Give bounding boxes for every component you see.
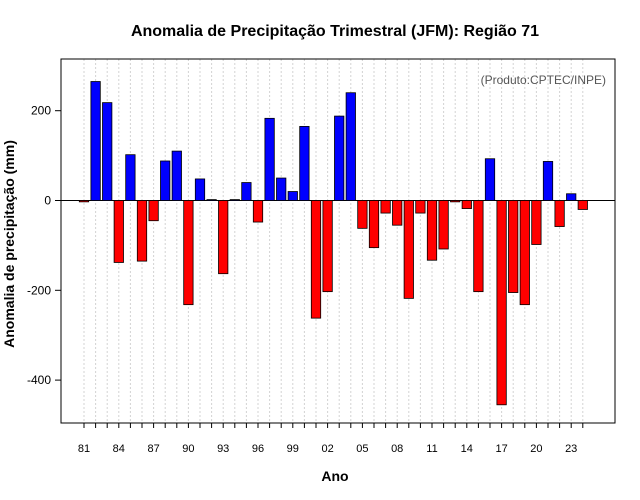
x-axis-title: Ano — [321, 468, 348, 484]
bar-89 — [171, 150, 182, 201]
bar-84 — [113, 200, 124, 263]
x-tick-label-02: 02 — [321, 443, 333, 455]
bar-17 — [496, 200, 507, 406]
x-tick-label-87: 87 — [147, 443, 159, 455]
grid-lines — [83, 59, 584, 423]
bar-15 — [473, 200, 484, 293]
bar-02 — [322, 200, 333, 293]
bar-08 — [392, 200, 403, 226]
bar-14 — [461, 200, 472, 209]
bar-18 — [508, 200, 519, 293]
bar-24 — [577, 200, 588, 210]
bar-04 — [345, 92, 356, 201]
x-tick-label-81: 81 — [78, 443, 90, 455]
bar-83 — [102, 102, 113, 201]
x-tick-label-17: 17 — [495, 443, 507, 455]
bar-90 — [183, 200, 194, 306]
y-axis-title: Anomalia de precipitação (mm) — [1, 140, 17, 348]
source-annotation: (Produto:CPTEC/INPE) — [481, 73, 606, 87]
bar-98 — [276, 177, 287, 201]
bars — [78, 81, 588, 406]
bar-92 — [206, 199, 217, 201]
bar-81 — [78, 200, 90, 203]
bar-19 — [519, 200, 530, 306]
bar-00 — [299, 126, 310, 201]
x-tick-label-93: 93 — [217, 443, 229, 455]
bar-22 — [554, 200, 565, 227]
x-tick-label-96: 96 — [252, 443, 264, 455]
y-tick-label--200: -200 — [27, 283, 51, 297]
x-axis: 81 84 87 90 93 96 99 02 05 08 11 14 17 20 23 — [78, 423, 584, 455]
bar-96 — [252, 200, 264, 223]
bar-20 — [531, 200, 542, 245]
x-tick-label-08: 08 — [391, 443, 403, 455]
bar-88 — [160, 160, 171, 201]
bar-85 — [125, 154, 136, 201]
x-tick-label-84: 84 — [113, 443, 125, 455]
bar-87 — [148, 200, 159, 222]
bar-13 — [450, 200, 461, 203]
bar-94 — [229, 199, 240, 201]
bar-82 — [90, 81, 101, 201]
bar-09 — [403, 200, 414, 299]
x-tick-label-14: 14 — [461, 443, 473, 455]
bar-12 — [438, 200, 449, 250]
x-tick-label-90: 90 — [182, 443, 194, 455]
bar-21 — [542, 161, 554, 201]
plot-area — [60, 58, 616, 424]
x-tick-label-99: 99 — [287, 443, 299, 455]
x-tick-label-11: 11 — [426, 443, 437, 455]
bar-97 — [264, 117, 275, 201]
bar-99 — [287, 191, 298, 201]
chart-title: Anomalia de Precipitação Trimestral (JFM… — [131, 23, 539, 40]
x-tick-label-20: 20 — [530, 443, 542, 455]
bar-86 — [136, 200, 148, 262]
bar-11 — [426, 200, 438, 261]
bar-93 — [218, 200, 229, 275]
x-tick-label-05: 05 — [356, 443, 368, 455]
bar-91 — [194, 178, 206, 201]
y-axis: -400 -200 0 200 — [27, 104, 61, 387]
bar-16 — [484, 158, 496, 201]
bar-10 — [415, 200, 426, 214]
bar-07 — [380, 200, 391, 214]
bar-01 — [310, 200, 322, 319]
bar-23 — [566, 193, 577, 201]
bar-95 — [241, 182, 252, 201]
bar-03 — [334, 115, 345, 201]
bar-06 — [368, 200, 380, 249]
bar-05 — [357, 200, 368, 229]
x-tick-label-23: 23 — [565, 443, 577, 455]
y-tick-label--400: -400 — [27, 373, 51, 387]
y-tick-label-0: 0 — [44, 194, 51, 208]
y-tick-label-200: 200 — [31, 104, 51, 118]
